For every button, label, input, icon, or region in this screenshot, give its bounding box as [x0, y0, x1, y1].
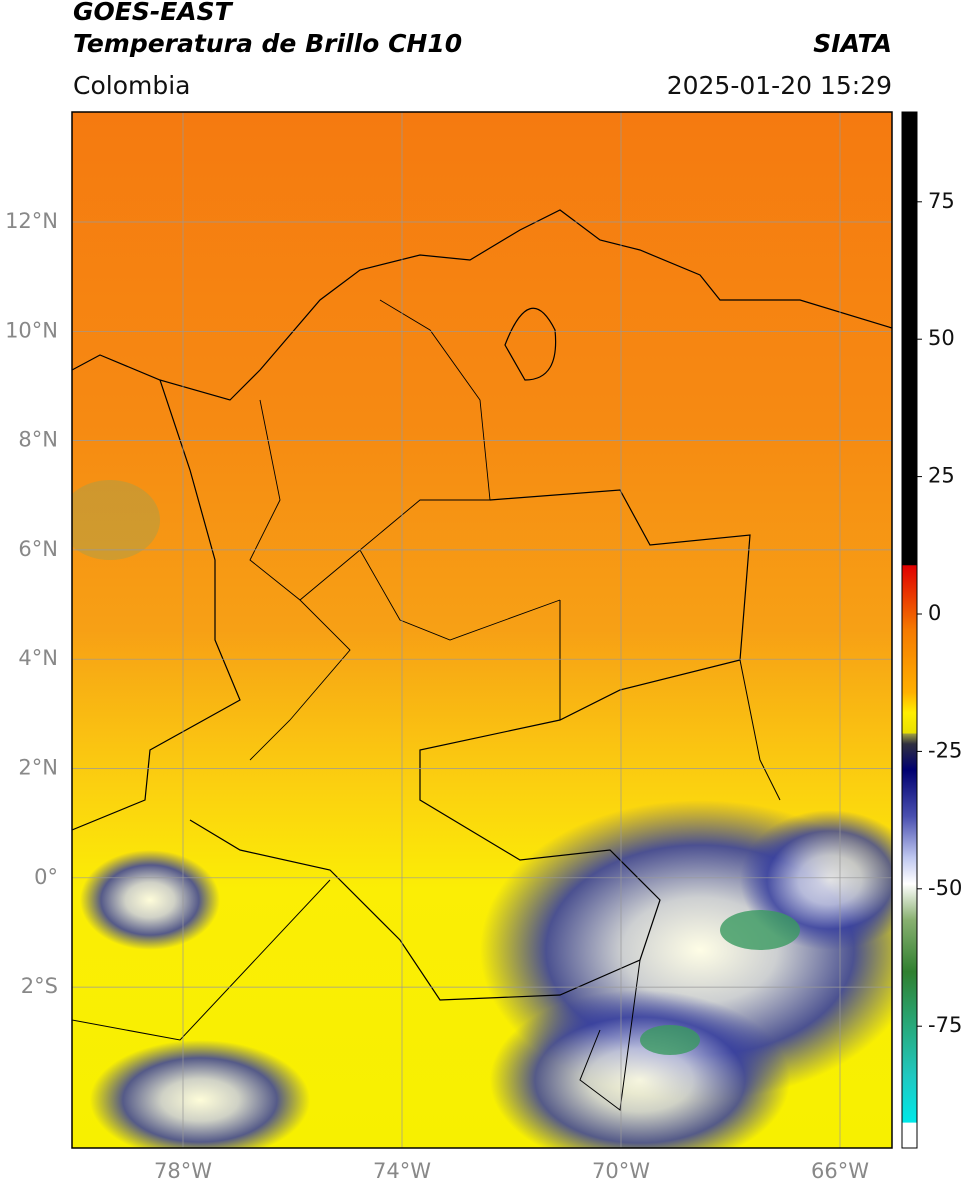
- subtitle: Temperatura de Brillo CH10: [73, 29, 462, 58]
- colorbar-tick-label: 50: [928, 326, 955, 350]
- lon-tick-label: 78°W: [154, 1159, 212, 1183]
- lat-tick-label: 6°N: [18, 537, 58, 561]
- lat-tick-label: 2°S: [21, 974, 58, 998]
- map-image: [72, 112, 892, 1148]
- region: Colombia: [73, 71, 190, 100]
- lat-tick-label: 4°N: [18, 646, 58, 670]
- map-frame: [71, 111, 893, 1149]
- colorbar: [901, 111, 918, 1149]
- lat-tick-label: 0°: [34, 865, 58, 889]
- datetime: 2025-01-20 15:29: [667, 71, 892, 100]
- title: GOES-EAST: [73, 0, 234, 26]
- lon-tick-label: 66°W: [811, 1159, 869, 1183]
- colorbar-tick-label: 25: [928, 464, 955, 488]
- lat-tick-label: 8°N: [18, 428, 58, 452]
- lon-tick-label: 70°W: [592, 1159, 650, 1183]
- source: SIATA: [813, 29, 892, 58]
- lat-tick-label: 10°N: [5, 318, 58, 342]
- colorbar-tick-label: -50: [928, 876, 962, 900]
- lat-tick-label: 2°N: [18, 756, 58, 780]
- colorbar-tick-label: -25: [928, 738, 962, 762]
- colorbar-tick-label: -75: [928, 1013, 962, 1037]
- lat-tick-label: 12°N: [5, 209, 58, 233]
- lon-tick-label: 74°W: [373, 1159, 431, 1183]
- colorbar-tick-label: 75: [928, 189, 955, 213]
- colorbar-tick-label: 0: [928, 601, 941, 625]
- graticule: [72, 112, 892, 1148]
